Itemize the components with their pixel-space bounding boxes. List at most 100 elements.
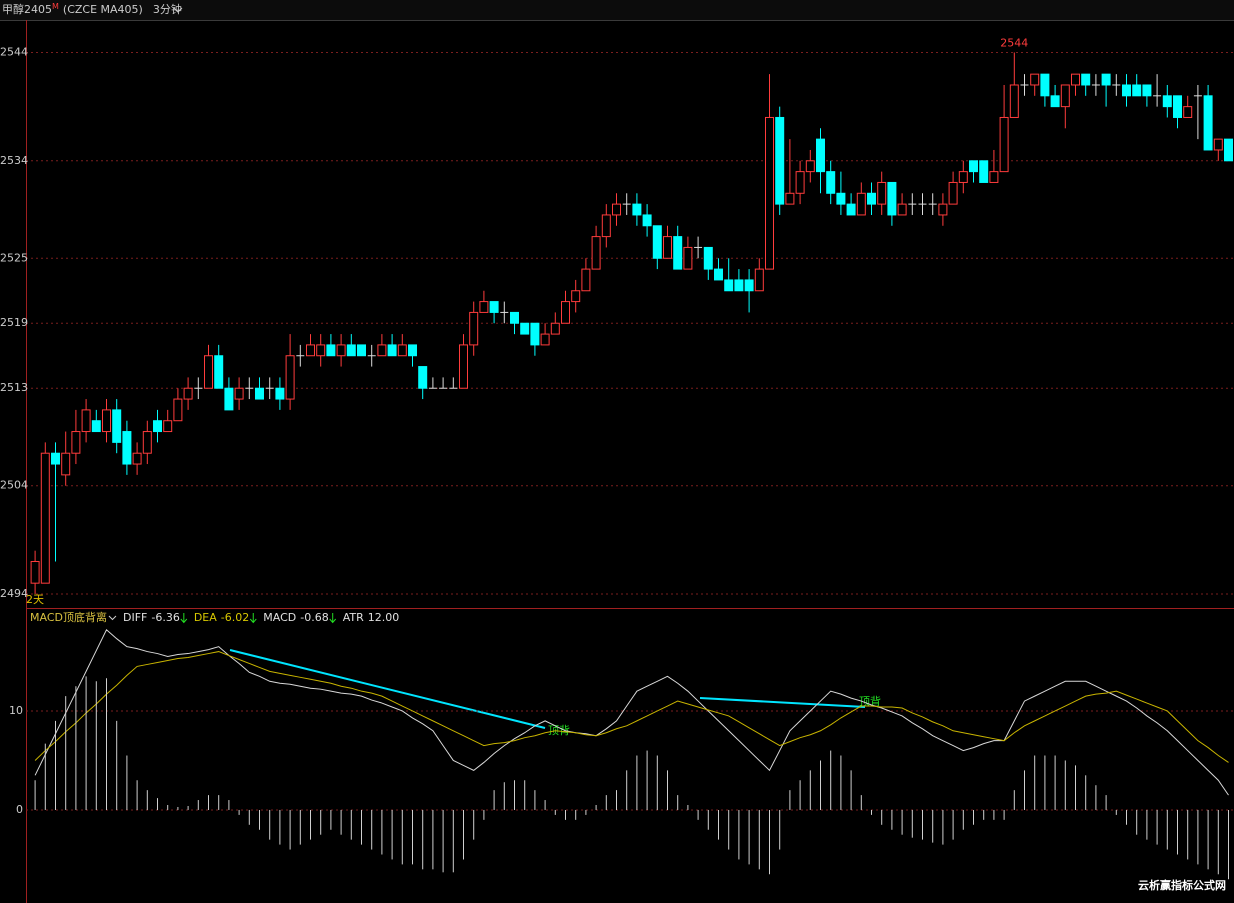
- readout-value: -6.02: [221, 611, 249, 624]
- candle-body: [408, 344, 417, 357]
- candle-body: [989, 171, 999, 183]
- indicator-chevron[interactable]: [108, 615, 117, 621]
- y-tick-label: 10: [9, 704, 23, 717]
- candle-body: [173, 398, 183, 422]
- candle-body: [224, 387, 234, 411]
- candle-body: [887, 181, 897, 216]
- candle-body: [275, 387, 285, 400]
- candle-body: [1224, 138, 1233, 162]
- candle-body: [765, 116, 774, 270]
- candle-body: [204, 355, 213, 389]
- readout-value: -0.68: [300, 611, 328, 624]
- readout-name: DEA: [194, 611, 217, 624]
- candle-body: [336, 344, 346, 357]
- candle-body: [734, 279, 744, 292]
- candle-body: [612, 203, 621, 216]
- divergence-line: [229, 649, 546, 729]
- candle-body: [71, 431, 81, 454]
- candle-body: [836, 192, 846, 205]
- candle-body: [489, 301, 499, 313]
- candle-body: [1203, 95, 1213, 151]
- symbol: 甲醇2405: [2, 2, 52, 16]
- y-tick-label: 2534: [0, 154, 28, 167]
- readout-arrow: [329, 613, 337, 624]
- divergence-label: 顶背: [859, 694, 881, 708]
- candle-body: [632, 203, 642, 216]
- candle-body: [214, 355, 224, 389]
- candle-body: [510, 311, 519, 324]
- candle-body: [795, 171, 805, 194]
- candle-body: [91, 420, 101, 433]
- candle-body: [877, 181, 887, 205]
- candle-body: [112, 409, 122, 443]
- candle-body: [357, 344, 366, 357]
- candle-body: [40, 452, 50, 584]
- candle-body: [479, 301, 489, 313]
- watermark: 云析赢指标公式网: [1138, 878, 1226, 892]
- indicator-line: [34, 628, 1229, 796]
- candle-body: [255, 387, 264, 400]
- y-tick-label: 2494: [0, 587, 28, 600]
- candle-body: [744, 279, 754, 292]
- candle-body: [81, 409, 91, 433]
- symbol-flag: M: [52, 2, 59, 11]
- candle-body: [1132, 84, 1142, 97]
- header[interactable]: 甲醇2405M (CZCE MA405) 3分钟: [2, 2, 182, 17]
- candle-body: [1173, 95, 1182, 118]
- candle-body: [163, 420, 173, 433]
- candle-body: [591, 236, 601, 270]
- candle-body: [642, 214, 652, 227]
- candle-body: [958, 171, 968, 183]
- indicator-name[interactable]: MACD顶底背离: [30, 610, 107, 624]
- candle-body: [234, 387, 244, 400]
- candle-body: [1009, 84, 1019, 118]
- period-label: 2天: [26, 593, 44, 606]
- candle-body: [673, 236, 683, 270]
- candle-body: [285, 355, 295, 400]
- candle-body: [1071, 73, 1080, 86]
- candle-body: [1162, 95, 1172, 108]
- candle-body: [469, 311, 479, 346]
- y-tick-label: 0: [16, 803, 23, 816]
- y-tick-label: 2504: [0, 479, 28, 492]
- readout-name: DIFF: [123, 611, 147, 624]
- candle-body: [122, 431, 132, 465]
- period-chevron[interactable]: [173, 7, 183, 13]
- candle-body: [601, 214, 611, 238]
- top-bar: [0, 0, 1234, 20]
- candle-body: [142, 431, 152, 454]
- candle-body: [816, 138, 825, 173]
- readout-name: MACD: [263, 611, 296, 624]
- candle-body: [61, 452, 71, 476]
- candle-body: [418, 366, 428, 389]
- candle-body: [999, 116, 1009, 173]
- candle-body: [948, 181, 958, 205]
- y-tick-label: 2519: [0, 316, 28, 329]
- candle-body: [856, 192, 866, 216]
- divergence-label: 顶背: [548, 723, 570, 737]
- candle-body: [1060, 84, 1070, 108]
- candle-body: [316, 344, 326, 357]
- candle-body: [1081, 73, 1091, 86]
- candle-body: [897, 203, 907, 216]
- candle-body: [346, 344, 356, 357]
- candle-body: [571, 290, 581, 303]
- candle-body: [683, 246, 693, 270]
- candle-body: [663, 236, 672, 259]
- candle-body: [520, 322, 530, 335]
- candle-body: [805, 160, 815, 173]
- candle-body: [1040, 73, 1050, 97]
- candle-body: [1183, 106, 1193, 118]
- readout-arrow: [180, 613, 188, 624]
- candle-body: [51, 452, 60, 465]
- candle-body: [1122, 84, 1131, 97]
- candle-body: [530, 322, 540, 346]
- indicator-line: [34, 651, 1229, 763]
- candle-body: [387, 344, 397, 357]
- candle-body: [153, 420, 162, 433]
- candle-body: [754, 268, 764, 292]
- readout-name: ATR: [343, 611, 364, 624]
- y-tick-label: 2525: [0, 251, 28, 264]
